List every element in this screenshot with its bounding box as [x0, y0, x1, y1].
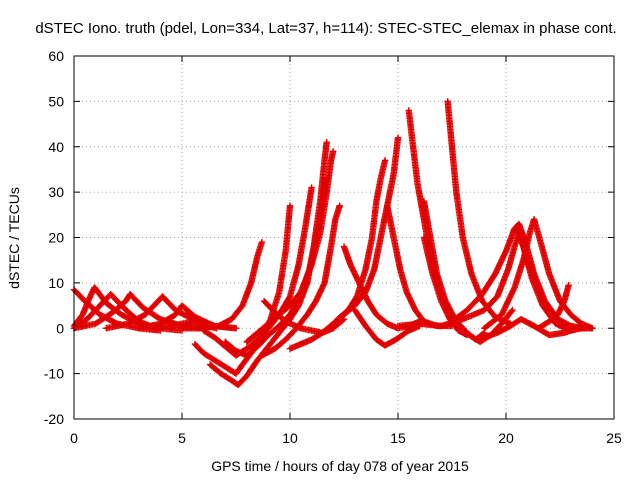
data-point [589, 325, 596, 332]
grid-lines [74, 56, 614, 419]
y-tick-label: 40 [48, 139, 64, 155]
y-tick-label: 20 [48, 230, 64, 246]
arc-series [334, 157, 389, 323]
chart-title: dSTEC Iono. truth (pdel, Lon=334, Lat=37… [35, 20, 616, 37]
data-point [508, 308, 515, 315]
x-tick-label: 20 [498, 430, 514, 446]
x-tick-label: 25 [606, 430, 622, 446]
data-point [323, 139, 330, 146]
y-tick-label: 60 [48, 48, 64, 64]
y-tick-label: -20 [44, 411, 64, 427]
data-point [394, 134, 402, 141]
arc-series [258, 202, 343, 359]
axis-ticks: 0 5 10 15 20 25 -20 -10 0 10 20 30 40 50 60 [44, 48, 622, 446]
x-tick-label: 10 [282, 430, 298, 446]
data-point [308, 184, 315, 191]
x-tick-label: 15 [390, 430, 406, 446]
arc-series [535, 281, 572, 332]
data-point [286, 202, 294, 209]
data-point [565, 281, 572, 289]
data-point [381, 157, 389, 164]
x-tick-label: 0 [70, 430, 78, 446]
data-point [509, 306, 516, 314]
data-markers [70, 98, 596, 389]
data-point [232, 325, 240, 332]
data-point [463, 331, 471, 339]
y-tick-label: 10 [48, 275, 64, 291]
arc-series [243, 148, 337, 346]
arc-series [351, 306, 423, 349]
y-axis-label: dSTEC / TECUs [6, 187, 22, 289]
arc-series [340, 243, 423, 332]
data-point [258, 238, 266, 246]
arc-series [444, 98, 514, 327]
arc-series [420, 234, 471, 339]
y-tick-label: 30 [48, 184, 64, 200]
data-point [336, 202, 343, 209]
data-point [330, 148, 337, 155]
plot-frame [73, 55, 615, 420]
y-tick-label: -10 [44, 366, 64, 382]
y-tick-label: 0 [56, 320, 64, 336]
arc-series [481, 315, 596, 341]
x-axis-label: GPS time / hours of day 078 of year 2015 [211, 458, 469, 474]
arc-series [200, 184, 315, 359]
x-tick-label: 5 [178, 430, 186, 446]
y-tick-label: 50 [48, 93, 64, 109]
